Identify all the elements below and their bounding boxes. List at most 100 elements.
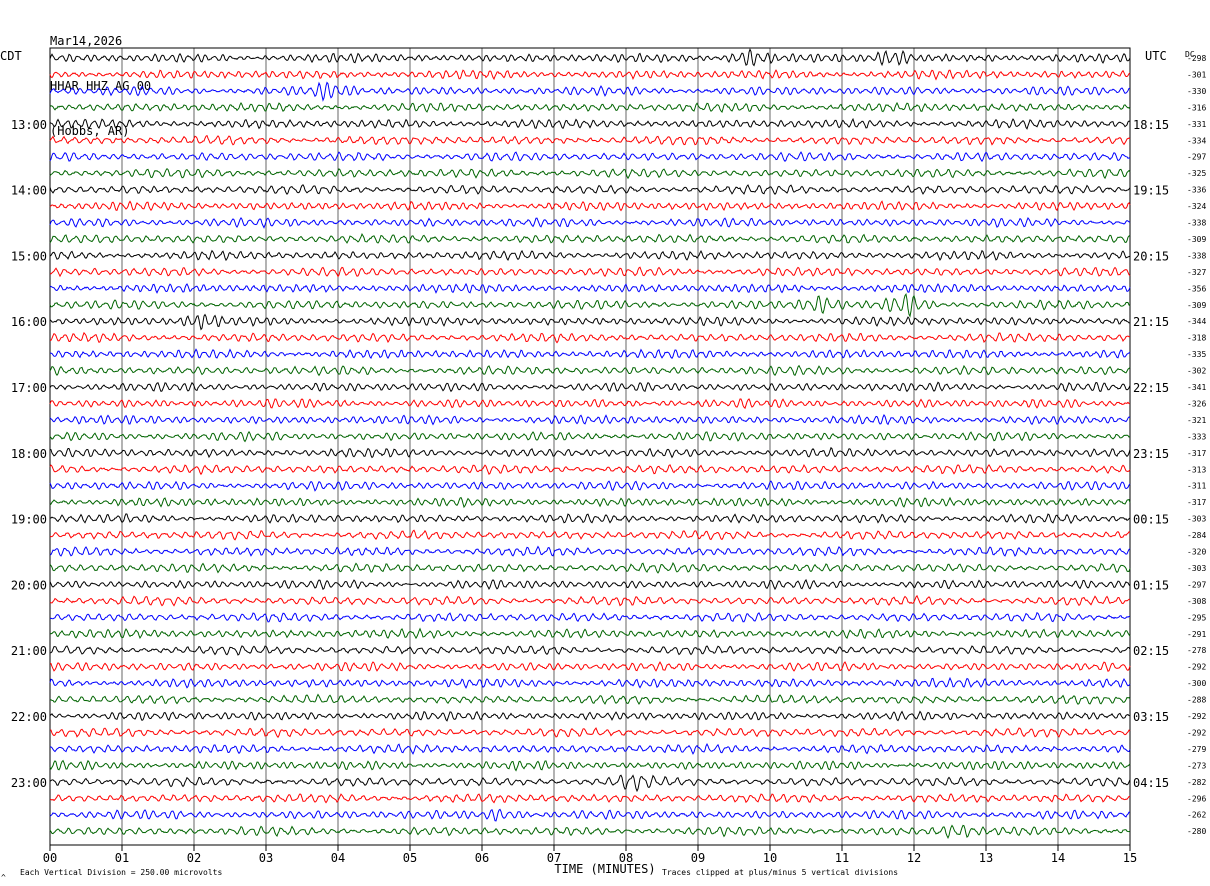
x-tick-label: 04: [331, 851, 345, 865]
dc-offset-label: -300: [1187, 679, 1206, 688]
trace-row: [49, 676, 1131, 689]
trace-row: [49, 824, 1131, 839]
trace-row: [49, 364, 1131, 377]
trace-row: [49, 594, 1131, 607]
left-hour-label: 22:00: [11, 710, 47, 724]
x-tick-label: 06: [475, 851, 489, 865]
dc-offset-label: -292: [1187, 712, 1206, 721]
dc-offset-label: -309: [1187, 235, 1206, 244]
right-hour-label: 18:15: [1133, 118, 1169, 132]
dc-offset-label: -298: [1187, 54, 1206, 63]
x-tick-label: 10: [763, 851, 777, 865]
left-hour-label: 23:00: [11, 776, 47, 790]
dc-offset-label: -324: [1187, 202, 1206, 211]
left-hour-label: 13:00: [11, 118, 47, 132]
right-hour-label: 21:15: [1133, 315, 1169, 329]
trace-row: [49, 292, 1131, 318]
x-tick-label: 07: [547, 851, 561, 865]
trace-row: [49, 167, 1131, 180]
seismogram-traces: [49, 48, 1131, 839]
trace-row: [49, 134, 1131, 146]
dc-offset-label: -292: [1187, 663, 1206, 672]
dc-offset-label: -317: [1187, 449, 1206, 458]
right-hour-label: 02:15: [1133, 644, 1169, 658]
trace-row: [49, 496, 1131, 509]
right-hour-label: 20:15: [1133, 249, 1169, 263]
trace-row: [49, 727, 1131, 739]
dc-offset-label: -356: [1187, 284, 1206, 293]
dc-offset-label: -325: [1187, 169, 1206, 178]
x-tick-label: 03: [259, 851, 273, 865]
dc-offset-label: -318: [1187, 334, 1206, 343]
left-hour-label: 15:00: [11, 249, 47, 263]
dc-offset-label: -262: [1187, 811, 1206, 820]
trace-row: [49, 611, 1131, 623]
dc-offset-label: -334: [1187, 136, 1206, 145]
trace-row: [49, 381, 1131, 393]
trace-row: [50, 627, 1131, 640]
dc-offset-label: -320: [1187, 548, 1206, 557]
x-tick-label: 12: [907, 851, 921, 865]
left-hour-label: 20:00: [11, 578, 47, 592]
dc-offset-label: -282: [1187, 778, 1206, 787]
right-hour-label: 00:15: [1133, 513, 1169, 527]
dc-offset-label: -291: [1187, 630, 1206, 639]
dc-offset-label: -297: [1187, 580, 1206, 589]
x-tick-label: 00: [43, 851, 57, 865]
trace-row: [49, 693, 1131, 705]
plot-frame: [49, 47, 1131, 846]
dc-offset-label: -309: [1187, 301, 1206, 310]
dc-offset-label: -292: [1187, 728, 1206, 737]
dc-offset-label: -296: [1187, 794, 1206, 803]
dc-offset-label: -338: [1187, 251, 1206, 260]
right-hour-label: 22:15: [1133, 381, 1169, 395]
left-hour-label: 21:00: [11, 644, 47, 658]
trace-row: [49, 81, 1131, 102]
dc-offset-label: -341: [1187, 383, 1206, 392]
dc-offset-label: -273: [1187, 761, 1206, 770]
dc-offset-label: -338: [1187, 219, 1206, 228]
minute-grid: [49, 47, 1131, 851]
dc-offset-label: -278: [1187, 646, 1206, 655]
trace-row: [49, 69, 1131, 81]
left-hour-label: 19:00: [11, 513, 47, 527]
dc-offset-label: -295: [1187, 613, 1206, 622]
dc-offset-label: -302: [1187, 367, 1206, 376]
x-tick-label: 14: [1051, 851, 1065, 865]
trace-row: [49, 545, 1131, 557]
dc-offset-label: -336: [1187, 186, 1206, 195]
scale-note: Each Vertical Division = 250.00 microvol…: [20, 868, 222, 877]
left-hour-label: 18:00: [11, 447, 47, 461]
right-hour-label: 19:15: [1133, 184, 1169, 198]
trace-row: [49, 480, 1131, 492]
trace-row: [49, 645, 1131, 656]
left-timezone-label: CDT: [0, 49, 22, 63]
right-hour-label: 03:15: [1133, 710, 1169, 724]
dc-offset-label: -308: [1187, 597, 1206, 606]
dc-offset-label: -317: [1187, 498, 1206, 507]
trace-row: [49, 446, 1131, 459]
trace-row: [49, 266, 1131, 278]
x-tick-label: 11: [835, 851, 849, 865]
dc-offset-label: -326: [1187, 399, 1206, 408]
trace-row: [49, 200, 1131, 212]
dc-offset-label: -297: [1187, 153, 1206, 162]
dc-offset-label: -316: [1187, 103, 1206, 112]
dc-offset-label: -288: [1187, 696, 1206, 705]
left-hour-label: 16:00: [11, 315, 47, 329]
trace-row: [49, 151, 1131, 163]
trace-row: [49, 249, 1131, 262]
dc-column-label: DC: [1185, 50, 1195, 59]
trace-row: [49, 529, 1131, 541]
dc-offset-label: -313: [1187, 465, 1206, 474]
x-axis-title: TIME (MINUTES): [554, 862, 655, 876]
x-tick-label: 01: [115, 851, 129, 865]
trace-row: [49, 117, 1131, 130]
x-tick-label: 13: [979, 851, 993, 865]
x-tick-label: 05: [403, 851, 417, 865]
dc-offset-label: -344: [1187, 317, 1206, 326]
trace-row: [50, 348, 1131, 360]
trace-row: [49, 513, 1131, 525]
dc-offset-label: -335: [1187, 350, 1206, 359]
